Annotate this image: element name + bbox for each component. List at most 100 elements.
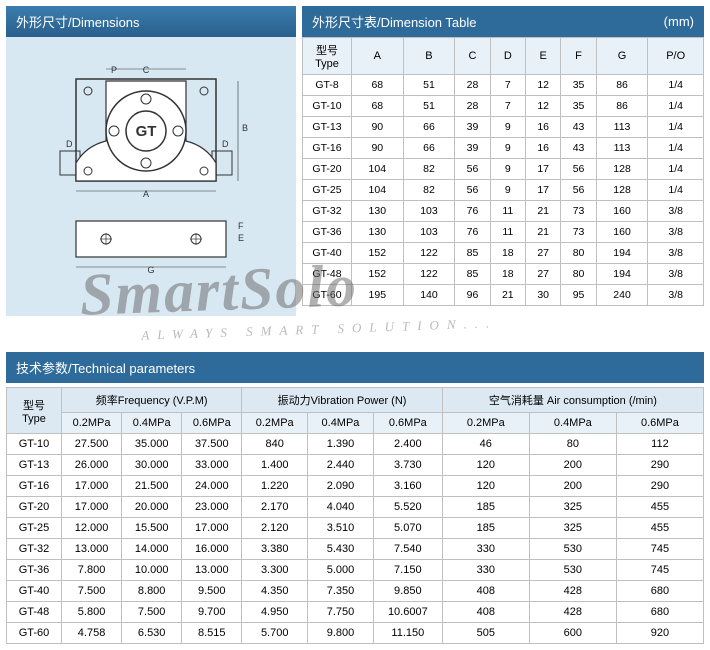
cell: 8.800 xyxy=(122,581,182,602)
cell: 16 xyxy=(526,117,561,138)
cell: 90 xyxy=(352,138,404,159)
cell: 122 xyxy=(403,243,455,264)
cell: 103 xyxy=(403,201,455,222)
cell: 43 xyxy=(561,138,596,159)
cell: 73 xyxy=(561,201,596,222)
tech-sub-header: 0.4MPa xyxy=(308,413,374,434)
cell: 14.000 xyxy=(122,539,182,560)
cell: 505 xyxy=(442,623,529,644)
cell: 28 xyxy=(455,96,490,117)
table-row: GT-3213.00014.00016.0003.3805.4307.54033… xyxy=(7,539,704,560)
cell: 113 xyxy=(596,117,648,138)
cell: 325 xyxy=(529,497,616,518)
cell: GT-36 xyxy=(303,222,352,243)
table-row: GT-1027.50035.00037.5008401.3902.4004680… xyxy=(7,434,704,455)
cell: 7 xyxy=(490,96,525,117)
svg-text:E: E xyxy=(238,233,244,243)
svg-text:GT: GT xyxy=(136,123,157,140)
cell: 428 xyxy=(529,581,616,602)
cell: 6.530 xyxy=(122,623,182,644)
cell: 185 xyxy=(442,518,529,539)
cell: 86 xyxy=(596,75,648,96)
tech-type-header: 型号 Type xyxy=(7,388,62,434)
cell: 1.220 xyxy=(242,476,308,497)
cell: GT-40 xyxy=(7,581,62,602)
cell: 30.000 xyxy=(122,455,182,476)
cell: GT-8 xyxy=(303,75,352,96)
table-row: GT-40152122851827801943/8 xyxy=(303,243,704,264)
cell: 113 xyxy=(596,138,648,159)
cell: 103 xyxy=(403,222,455,243)
cell: 18 xyxy=(490,264,525,285)
cell: 95 xyxy=(561,285,596,306)
cell: 86 xyxy=(596,96,648,117)
cell: 51 xyxy=(403,75,455,96)
cell: 66 xyxy=(403,138,455,159)
cell: 66 xyxy=(403,117,455,138)
cell: 408 xyxy=(442,581,529,602)
table-row: GT-868512871235861/4 xyxy=(303,75,704,96)
cell: GT-60 xyxy=(7,623,62,644)
tech-sub-header: 0.4MPa xyxy=(529,413,616,434)
cell: 185 xyxy=(442,497,529,518)
cell: 7.750 xyxy=(308,602,374,623)
cell: 408 xyxy=(442,602,529,623)
cell: 1.390 xyxy=(308,434,374,455)
cell: 7.350 xyxy=(308,581,374,602)
table-row: GT-32130103761121731603/8 xyxy=(303,201,704,222)
cell: 35 xyxy=(561,96,596,117)
dimension-table: 型号 TypeABCDEFGP/O GT-868512871235861/4GT… xyxy=(302,37,704,306)
tech-sub-header: 0.6MPa xyxy=(373,413,442,434)
cell: 56 xyxy=(455,180,490,201)
svg-text:G: G xyxy=(147,265,154,275)
cell: 2.440 xyxy=(308,455,374,476)
cell: 200 xyxy=(529,455,616,476)
table-row: GT-2512.00015.50017.0002.1203.5105.07018… xyxy=(7,518,704,539)
top-section: 外形尺寸/Dimensions GT C P D xyxy=(0,0,710,322)
cell: 745 xyxy=(616,539,703,560)
cell: 21 xyxy=(526,201,561,222)
cell: 160 xyxy=(596,222,648,243)
table-row: GT-604.7586.5308.5155.7009.80011.1505056… xyxy=(7,623,704,644)
cell: 13.000 xyxy=(182,560,242,581)
cell: 39 xyxy=(455,117,490,138)
dimensions-title: 外形尺寸/Dimensions xyxy=(6,6,296,37)
cell: 5.430 xyxy=(308,539,374,560)
cell: 30 xyxy=(526,285,561,306)
cell: 330 xyxy=(442,560,529,581)
svg-text:F: F xyxy=(238,221,244,231)
tech-sub-header: 0.6MPa xyxy=(616,413,703,434)
cell: 9 xyxy=(490,159,525,180)
cell: 7.500 xyxy=(62,581,122,602)
table-row: GT-48152122851827801943/8 xyxy=(303,264,704,285)
svg-text:A: A xyxy=(143,189,149,199)
dimension-unit: (mm) xyxy=(664,14,694,29)
svg-text:C: C xyxy=(143,65,150,75)
cell: 3.300 xyxy=(242,560,308,581)
cell: GT-10 xyxy=(7,434,62,455)
svg-text:D: D xyxy=(66,139,73,149)
cell: 76 xyxy=(455,201,490,222)
cell: GT-16 xyxy=(303,138,352,159)
cell: 600 xyxy=(529,623,616,644)
cell: 3.160 xyxy=(373,476,442,497)
dim-col-header: 型号 Type xyxy=(303,38,352,75)
table-row: GT-367.80010.00013.0003.3005.0007.150330… xyxy=(7,560,704,581)
cell: GT-16 xyxy=(7,476,62,497)
dim-col-header: E xyxy=(526,38,561,75)
cell: 56 xyxy=(455,159,490,180)
cell: 3.730 xyxy=(373,455,442,476)
cell: 28 xyxy=(455,75,490,96)
cell: 3/8 xyxy=(648,243,704,264)
cell: 17 xyxy=(526,180,561,201)
cell: 3/8 xyxy=(648,201,704,222)
dimension-table-title: 外形尺寸表/Dimension Table (mm) xyxy=(302,6,704,37)
cell: 120 xyxy=(442,455,529,476)
cell: 3/8 xyxy=(648,264,704,285)
cell: 680 xyxy=(616,581,703,602)
cell: 428 xyxy=(529,602,616,623)
cell: 455 xyxy=(616,518,703,539)
cell: 9 xyxy=(490,180,525,201)
cell: 9 xyxy=(490,138,525,159)
cell: 16 xyxy=(526,138,561,159)
